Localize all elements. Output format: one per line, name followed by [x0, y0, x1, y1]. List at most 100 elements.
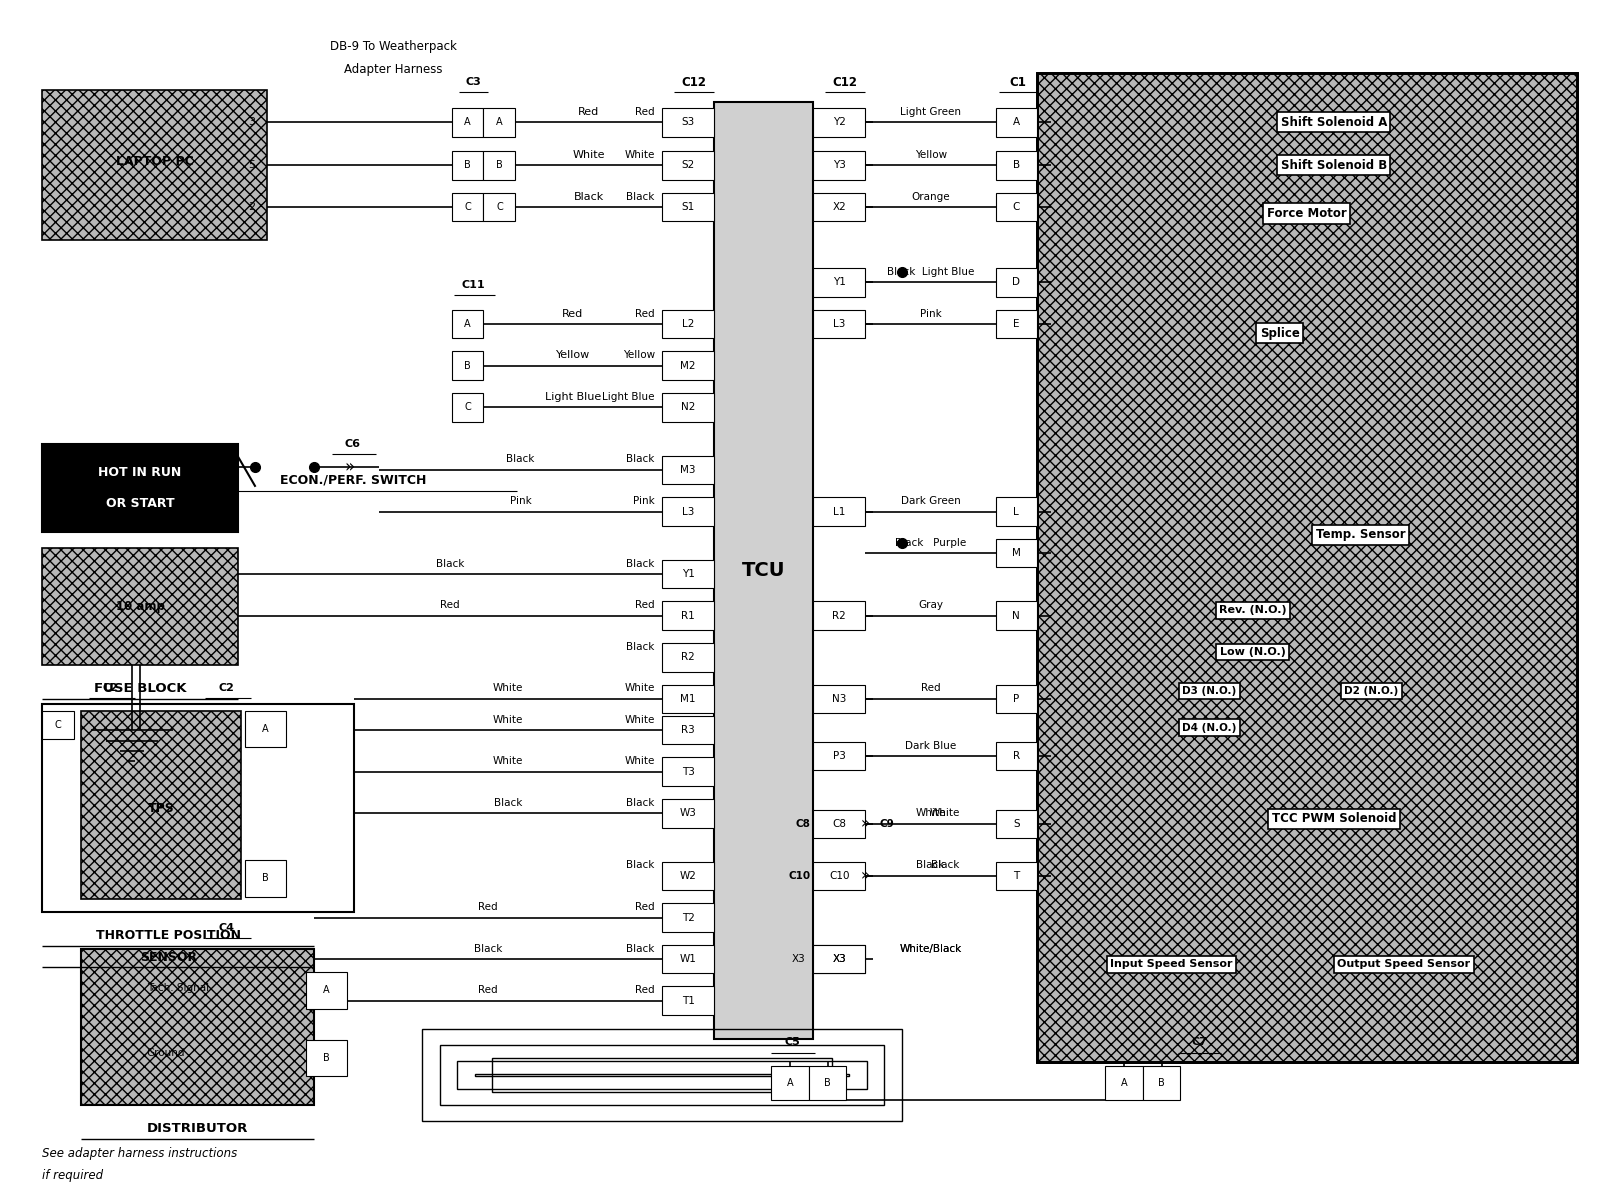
- Text: Light Blue: Light Blue: [602, 392, 654, 402]
- Text: White: White: [624, 756, 654, 767]
- Text: OR START: OR START: [106, 497, 174, 510]
- Text: C6: C6: [344, 439, 360, 449]
- Text: Yellow: Yellow: [915, 150, 947, 160]
- Bar: [997, 151, 1037, 180]
- Text: A: A: [262, 724, 269, 734]
- Bar: [813, 742, 866, 770]
- Text: X3: X3: [832, 954, 846, 964]
- Text: Shift Solenoid A: Shift Solenoid A: [1280, 116, 1387, 128]
- Bar: [662, 456, 714, 484]
- Bar: [82, 949, 314, 1105]
- Text: N2: N2: [682, 402, 696, 413]
- Text: C9: C9: [880, 818, 894, 829]
- Text: A: A: [1013, 118, 1019, 127]
- Text: Red: Red: [635, 600, 654, 611]
- Text: Ground: Ground: [147, 1048, 186, 1058]
- Text: T1: T1: [682, 996, 694, 1006]
- Bar: [82, 949, 314, 1105]
- Bar: [813, 862, 866, 890]
- Bar: [997, 601, 1037, 630]
- Text: Light Blue: Light Blue: [544, 392, 602, 402]
- Text: T: T: [1013, 871, 1019, 881]
- Text: See adapter harness instructions: See adapter harness instructions: [42, 1146, 237, 1159]
- Text: E: E: [1013, 319, 1019, 329]
- Text: Black: Black: [931, 860, 960, 870]
- Text: C10: C10: [789, 871, 810, 881]
- Text: Dark Green: Dark Green: [901, 496, 960, 506]
- Text: S3: S3: [682, 118, 694, 127]
- Bar: [662, 799, 714, 828]
- Text: P: P: [1013, 694, 1019, 704]
- Text: S2: S2: [682, 161, 694, 170]
- Text: TCU: TCU: [742, 560, 786, 580]
- Text: B: B: [323, 1054, 330, 1063]
- Text: White: White: [624, 715, 654, 725]
- Text: DB-9 To Weatherpack: DB-9 To Weatherpack: [330, 41, 458, 54]
- Text: C2: C2: [219, 684, 234, 694]
- Text: X2: X2: [832, 202, 846, 212]
- Bar: [483, 108, 515, 137]
- Text: White: White: [573, 150, 605, 160]
- Bar: [451, 151, 483, 180]
- Text: Black: Black: [627, 558, 654, 569]
- Text: R2: R2: [682, 653, 694, 662]
- Text: ECON./PERF. SWITCH: ECON./PERF. SWITCH: [280, 474, 426, 487]
- Text: A: A: [464, 319, 470, 329]
- Bar: [245, 860, 286, 896]
- Text: R: R: [1013, 751, 1019, 761]
- Text: Red: Red: [635, 985, 654, 995]
- Text: Red: Red: [562, 308, 584, 319]
- Text: Output Speed Sensor: Output Speed Sensor: [1338, 959, 1470, 970]
- Text: D3 (N.O.): D3 (N.O.): [1182, 686, 1237, 696]
- Bar: [440, 1045, 885, 1105]
- Bar: [997, 193, 1037, 221]
- Text: B: B: [1158, 1078, 1165, 1087]
- Bar: [475, 1074, 850, 1076]
- Text: Temp. Sensor: Temp. Sensor: [1315, 528, 1405, 541]
- Text: Black: Black: [494, 798, 522, 808]
- Text: T2: T2: [682, 912, 694, 923]
- Text: C2: C2: [102, 684, 118, 694]
- Bar: [813, 497, 866, 526]
- Text: Orange: Orange: [912, 192, 950, 202]
- Bar: [813, 601, 866, 630]
- Bar: [997, 742, 1037, 770]
- Text: M3: M3: [680, 464, 696, 475]
- Text: 10 amp: 10 amp: [115, 600, 165, 613]
- Text: P3: P3: [832, 751, 846, 761]
- Text: L2: L2: [682, 319, 694, 329]
- Text: Tach. Signal: Tach. Signal: [147, 983, 208, 992]
- Text: 2: 2: [248, 202, 256, 212]
- Bar: [997, 268, 1037, 296]
- Bar: [813, 810, 866, 838]
- Bar: [82, 710, 242, 899]
- Text: LAPTOP PC: LAPTOP PC: [115, 155, 194, 168]
- Text: Shift Solenoid B: Shift Solenoid B: [1280, 158, 1387, 172]
- Bar: [662, 559, 714, 588]
- Text: White: White: [493, 756, 523, 767]
- Text: FUSE BLOCK: FUSE BLOCK: [94, 682, 186, 695]
- Text: THROTTLE POSITION: THROTTLE POSITION: [96, 929, 242, 942]
- Bar: [306, 972, 347, 1009]
- Bar: [997, 108, 1037, 137]
- Text: 5: 5: [248, 161, 256, 170]
- Text: Y2: Y2: [832, 118, 846, 127]
- Bar: [813, 108, 866, 137]
- Bar: [42, 710, 74, 739]
- Bar: [997, 539, 1037, 568]
- Text: Pink: Pink: [634, 496, 654, 506]
- Bar: [451, 193, 483, 221]
- Bar: [997, 810, 1037, 838]
- Text: C8: C8: [832, 818, 846, 829]
- Text: C3: C3: [466, 77, 482, 88]
- Text: Light Green: Light Green: [901, 107, 962, 118]
- Text: DISTRIBUTOR: DISTRIBUTOR: [147, 1122, 248, 1135]
- Text: Pink: Pink: [510, 496, 531, 506]
- Bar: [42, 548, 238, 665]
- Text: Splice: Splice: [1259, 326, 1299, 340]
- Text: Black: Black: [627, 455, 654, 464]
- Bar: [483, 151, 515, 180]
- Text: Adapter Harness: Adapter Harness: [344, 62, 443, 76]
- Bar: [997, 310, 1037, 338]
- Text: M1: M1: [680, 694, 696, 704]
